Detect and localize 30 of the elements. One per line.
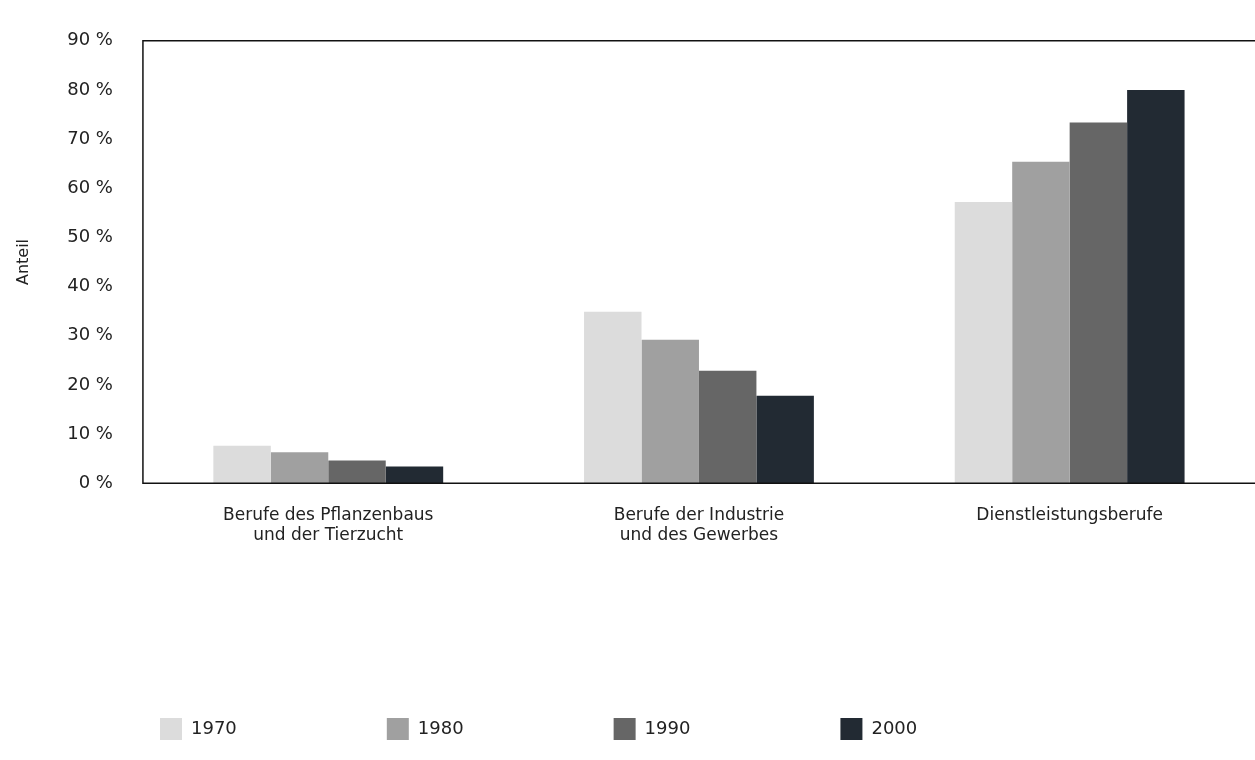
y-tick-label: 60 % <box>67 175 113 197</box>
bar <box>270 452 329 484</box>
y-tick-label: 40 % <box>67 274 113 296</box>
bar <box>954 202 1013 484</box>
legend-label: 1970 <box>191 716 237 738</box>
bar <box>1012 161 1070 484</box>
bar <box>328 460 386 484</box>
y-axis-title: Anteil <box>12 238 32 286</box>
bar <box>756 395 814 484</box>
y-tick-label: 20 % <box>67 372 113 394</box>
x-tick-label: Dienstleistungsberufe <box>976 503 1163 524</box>
bar <box>385 466 444 484</box>
y-tick-label: 80 % <box>67 77 113 99</box>
bar <box>584 311 642 484</box>
bar <box>698 370 757 484</box>
y-tick-label: 0 % <box>78 470 113 492</box>
legend-label: 1990 <box>644 716 691 738</box>
y-tick-label: 30 % <box>67 323 113 345</box>
x-tick-label: Berufe des Pflanzenbaus und der Tierzucht <box>223 503 434 545</box>
y-tick-label: 10 % <box>67 421 113 443</box>
x-tick-label: Berufe der Industrie und des Gewerbes <box>613 503 785 545</box>
legend-label: 1980 <box>417 716 464 738</box>
bar <box>641 339 699 484</box>
y-tick-label: 50 % <box>67 225 113 247</box>
legend-label: 2000 <box>871 716 918 738</box>
bar <box>213 445 271 484</box>
bar <box>1069 122 1128 484</box>
y-tick-label: 90 % <box>67 28 113 50</box>
bar <box>1127 89 1185 484</box>
y-tick-label: 70 % <box>67 126 113 148</box>
